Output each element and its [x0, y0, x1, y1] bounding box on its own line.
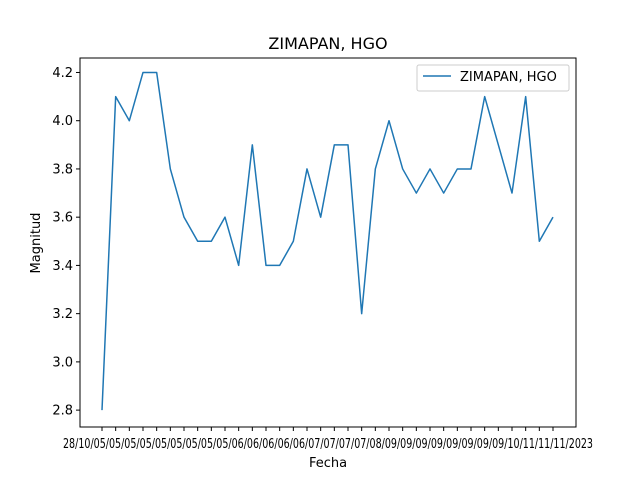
data-point: [265, 264, 267, 266]
data-point: [279, 264, 281, 266]
data-point: [210, 240, 212, 242]
data-point: [142, 71, 144, 73]
x-axis-label: Fecha: [309, 456, 347, 471]
data-point: [402, 168, 404, 170]
y-tick-label: 3.8: [52, 162, 73, 177]
data-point: [511, 192, 513, 194]
y-axis: 2.8 3.0 3.2 3.4 3.6 3.8 4.0 4.2: [52, 66, 80, 419]
data-point: [238, 264, 240, 266]
data-point: [347, 144, 349, 146]
data-point: [538, 240, 540, 242]
data-point: [388, 120, 390, 122]
data-point: [292, 240, 294, 242]
data-point: [101, 409, 103, 411]
y-tick-label: 3.0: [52, 355, 73, 370]
data-point: [183, 216, 185, 218]
data-point: [470, 168, 472, 170]
data-point: [333, 144, 335, 146]
chart-title: ZIMAPAN, HGO: [268, 34, 387, 53]
data-point: [156, 71, 158, 73]
data-point: [361, 313, 363, 315]
data-point: [251, 144, 253, 146]
y-tick-label: 3.2: [52, 307, 73, 322]
data-point: [497, 144, 499, 146]
legend: ZIMAPAN, HGO: [416, 64, 570, 92]
data-point: [115, 96, 117, 98]
data-point: [429, 168, 431, 170]
data-point: [197, 240, 199, 242]
data-point: [552, 216, 554, 218]
axes-frame: [79, 57, 577, 428]
legend-box: [416, 64, 570, 92]
data-point: [169, 168, 171, 170]
y-tick-label: 4.2: [52, 66, 73, 81]
x-tick-labels: 28/10/05/05/05/05/05/05/05/05/05/06/06/0…: [63, 437, 593, 452]
data-point: [128, 120, 130, 122]
data-point: [525, 96, 527, 98]
y-tick-label: 4.0: [52, 114, 73, 129]
y-tick-label: 3.6: [52, 211, 73, 226]
data-point: [224, 216, 226, 218]
data-point: [306, 168, 308, 170]
x-axis: [101, 427, 554, 431]
data-point: [374, 168, 376, 170]
y-tick-label: 3.4: [52, 259, 73, 274]
data-point: [443, 192, 445, 194]
y-tick-label: 2.8: [52, 404, 73, 419]
legend-label: ZIMAPAN, HGO: [460, 70, 557, 85]
plot-area: [101, 71, 554, 411]
data-point: [320, 216, 322, 218]
data-point: [415, 192, 417, 194]
data-point: [456, 168, 458, 170]
y-axis-label: Magnitud: [29, 213, 44, 274]
data-point: [484, 96, 486, 98]
series-line-zimapan-hgo: [101, 71, 554, 411]
